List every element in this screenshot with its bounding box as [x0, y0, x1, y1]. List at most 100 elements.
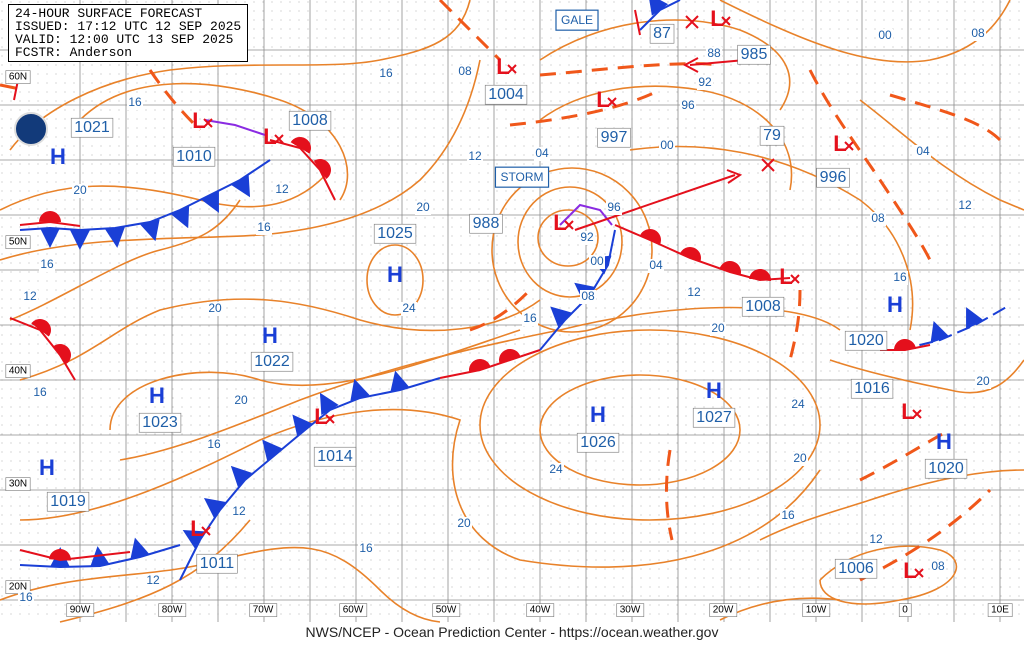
longitude-label: 90W	[70, 605, 91, 616]
high-symbol: H	[39, 455, 55, 480]
isobar-label: 00	[660, 138, 674, 152]
noaa-logo	[14, 112, 48, 146]
isobar-label: 16	[781, 508, 795, 522]
longitude-label-box	[66, 603, 95, 617]
isobar-label-bg	[378, 67, 394, 81]
high-pressure-box	[46, 491, 90, 512]
isobar-label: 16	[207, 437, 221, 451]
isobar-label: 12	[468, 149, 482, 163]
low-symbol: L	[833, 131, 846, 156]
low-x	[721, 16, 731, 26]
isobar-label-bg	[358, 542, 374, 556]
high-pressure: 1023	[142, 414, 178, 431]
isobar-label: 20	[416, 200, 430, 214]
low-symbol: L	[901, 399, 914, 424]
isobar-label-bg	[970, 27, 986, 41]
isobar-label-bg	[589, 255, 605, 269]
low-pressure: 87	[653, 25, 671, 42]
low-pressure-box	[649, 23, 675, 44]
isobar-label: 92	[698, 75, 712, 89]
isobar-label: 16	[40, 257, 54, 271]
longitude-label: 10E	[991, 605, 1009, 616]
header-line: 24-HOUR SURFACE FORECAST	[15, 6, 203, 21]
isobar-label: 08	[458, 64, 472, 78]
low-pressure-box	[597, 127, 631, 148]
isobar-label-bg	[870, 212, 886, 226]
isobar-label: 20	[976, 374, 990, 388]
isobar-label-bg	[22, 290, 38, 304]
high-pressure: 1026	[580, 434, 616, 451]
low-x	[201, 526, 211, 536]
latitude-label: 20N	[9, 582, 27, 593]
low-pressure: 1014	[317, 448, 353, 465]
isobar-label-bg	[659, 139, 675, 153]
high-pressure-box	[250, 351, 294, 372]
isobar-label-bg	[39, 258, 55, 272]
high-pressure: 1020	[848, 332, 884, 349]
isobar-label-bg	[877, 29, 893, 43]
isobar-label: 24	[791, 397, 805, 411]
isobar-label: 16	[257, 220, 271, 234]
low-pressure-box	[816, 167, 850, 188]
low-x	[203, 118, 213, 128]
warning-label: STORM	[500, 170, 543, 184]
low-pressure: 997	[601, 129, 628, 146]
isobar-label: 20	[208, 301, 222, 315]
isobar-label-bg	[401, 302, 417, 316]
low-pressure: 1010	[176, 148, 212, 165]
longitude-label: 60W	[343, 605, 364, 616]
header-box: 24-HOUR SURFACE FORECAST ISSUED: 17:12 U…	[8, 4, 249, 62]
low-x	[607, 97, 617, 107]
longitude-label-box	[898, 603, 912, 617]
high-pressure: 1021	[74, 119, 110, 136]
isobar-label: 12	[958, 198, 972, 212]
isobar-label-bg	[206, 438, 222, 452]
high-symbol: H	[50, 144, 66, 169]
low-x	[914, 568, 924, 578]
low-symbol: L	[192, 108, 205, 133]
longitude-label: 0	[902, 605, 908, 616]
isobar-label-bg	[522, 312, 538, 326]
high-symbol: H	[387, 262, 403, 287]
isobar-label-bg	[780, 509, 796, 523]
low-x	[912, 409, 922, 419]
low-pressure-box	[288, 110, 332, 131]
isobar-label: 20	[793, 451, 807, 465]
isobar-label: 20	[234, 393, 248, 407]
low-pressure: 1004	[488, 86, 524, 103]
isobar-label: 04	[535, 146, 549, 160]
isobar-label-bg	[915, 145, 931, 159]
low-pressure: 1016	[854, 380, 890, 397]
longitude-label: 20W	[713, 605, 734, 616]
low-symbol: L	[263, 124, 276, 149]
isobar-label: 00	[590, 254, 604, 268]
isobar-label-bg	[930, 560, 946, 574]
low-pressure-box	[834, 558, 878, 579]
isobar-label: 20	[457, 516, 471, 530]
low-symbol: L	[496, 54, 509, 79]
isobars	[0, 0, 1024, 623]
isobar-label-bg	[32, 386, 48, 400]
high-pressure-box	[138, 412, 182, 433]
isobar-label: 04	[649, 258, 663, 272]
header-line: FCSTR: Anderson	[15, 45, 133, 60]
low-x	[325, 414, 335, 424]
isobar-label: 92	[580, 230, 594, 244]
high-pressure: 1020	[928, 460, 964, 477]
longitude-label: 40W	[530, 605, 551, 616]
isobar-label-bg	[457, 65, 473, 79]
isobar-label-bg	[456, 517, 472, 531]
isobar-label: 24	[549, 462, 563, 476]
low-pressure-box	[737, 44, 771, 65]
high-pressure: 1027	[696, 409, 732, 426]
latitude-label: 60N	[9, 72, 27, 83]
isobar-label: 24	[402, 301, 416, 315]
latitude-label: 30N	[9, 479, 27, 490]
high-pressure-box	[924, 458, 968, 479]
isobar-label: 96	[607, 200, 621, 214]
isobar-label: 12	[275, 182, 289, 196]
isobar-label: 04	[916, 144, 930, 158]
longitude-label-box	[432, 603, 461, 617]
longitude-label-box	[526, 603, 555, 617]
